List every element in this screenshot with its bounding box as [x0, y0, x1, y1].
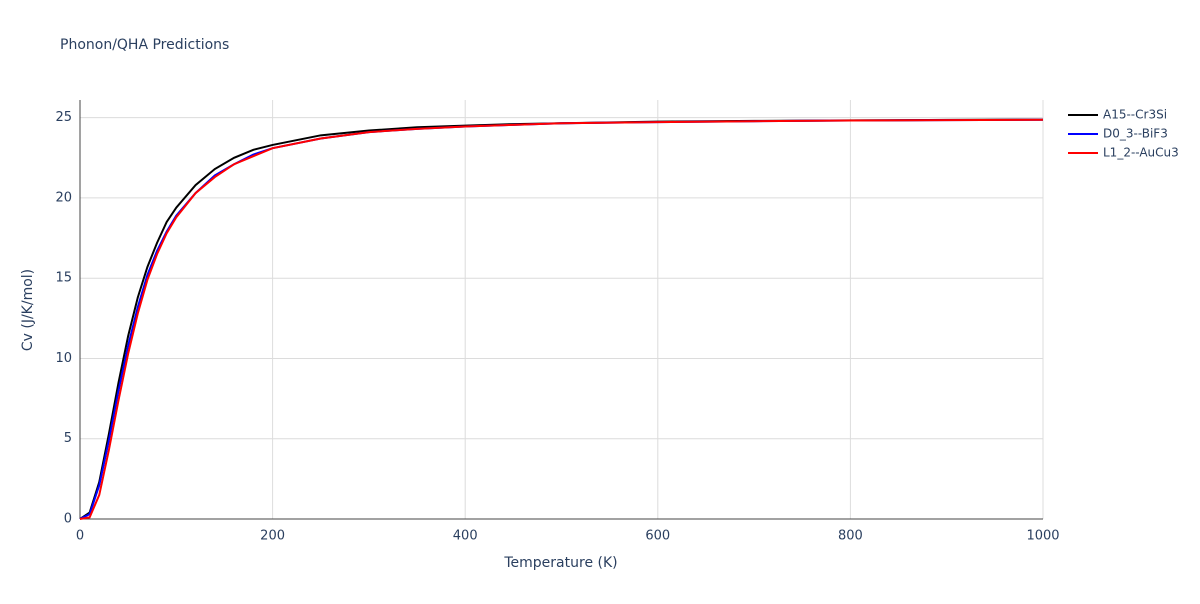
line-series [79, 118, 1044, 520]
y-tick-label: 15 [55, 271, 72, 286]
x-tick-label: 600 [645, 529, 670, 544]
x-axis-title: Temperature (K) [503, 555, 617, 571]
y-tick-label: 0 [64, 512, 72, 527]
legend-label: A15--Cr3Si [1103, 108, 1167, 122]
line-series [79, 118, 1044, 520]
y-tick-label: 5 [64, 431, 72, 446]
legend-label: D0_3--BiF3 [1103, 127, 1168, 141]
x-tick-label: 800 [838, 529, 863, 544]
x-tick-label: 0 [76, 529, 84, 544]
x-tick-label: 1000 [1026, 529, 1059, 544]
y-axis-title: Cv (J/K/mol) [20, 269, 36, 351]
y-tick-label: 20 [55, 190, 72, 205]
chart-title: Phonon/QHA Predictions [60, 37, 229, 53]
legend-label: L1_2--AuCu3 [1103, 146, 1179, 160]
y-tick-label: 25 [55, 110, 72, 125]
x-tick-label: 400 [453, 529, 478, 544]
line-series [79, 118, 1044, 520]
y-tick-label: 10 [55, 351, 72, 366]
x-tick-label: 200 [260, 529, 285, 544]
